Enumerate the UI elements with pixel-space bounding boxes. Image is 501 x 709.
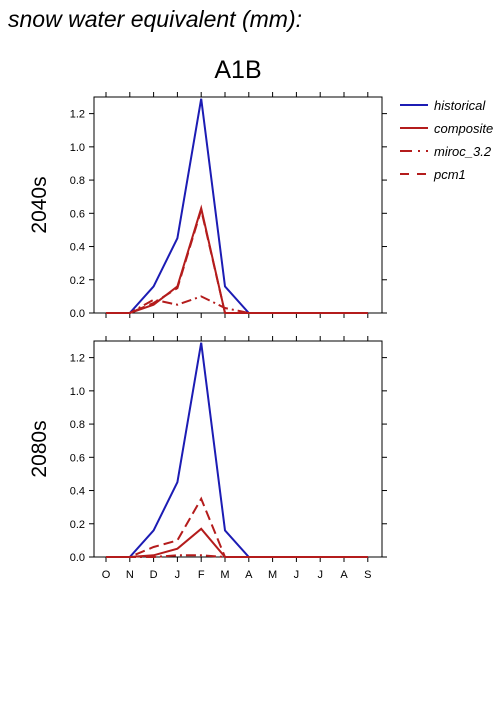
x-tick-label: S: [364, 569, 371, 581]
x-tick-label: J: [175, 569, 181, 581]
series-line-historical: [106, 342, 368, 558]
panel-2080s: 0.0 0.2 0.4 0.6 0.8 1.0 1.2 O N D J F M A M J J A S 2080s: [28, 336, 387, 581]
x-tick-label: M: [268, 569, 277, 581]
series-line-miroc-3-2: [106, 554, 368, 558]
x-tick-label: F: [198, 569, 205, 581]
y-tick-label: 1.2: [70, 353, 85, 365]
x-tick-label: O: [102, 569, 111, 581]
x-tick-label: J: [317, 569, 323, 581]
x-tick-label: A: [245, 569, 253, 581]
x-tick-label: A: [340, 569, 348, 581]
page-title: snow water equivalent (mm):: [8, 6, 302, 32]
plot-frame: [93, 96, 383, 314]
y-tick-label: 1.2: [70, 109, 85, 121]
x-tick-label: D: [150, 569, 158, 581]
y-tick-label: 0.2: [70, 275, 85, 287]
y-tick-label: 0.4: [70, 486, 85, 498]
legend-label: miroc_3.2: [434, 144, 492, 159]
y-tick-label: 0.8: [70, 419, 85, 431]
series-line-historical: [106, 98, 368, 314]
series-line-composite: [106, 204, 368, 314]
y-tick-label: 1.0: [70, 386, 85, 398]
x-tick-label: N: [126, 569, 134, 581]
legend: historical composite miroc_3.2 pcm1: [400, 98, 493, 182]
series-line-pcm1: [106, 206, 368, 314]
y-tick-label: 0.0: [70, 308, 85, 320]
legend-label: composite: [434, 121, 493, 136]
y-tick-label: 0.4: [70, 242, 85, 254]
x-tick-label: J: [294, 569, 300, 581]
y-tick-label: 0.0: [70, 552, 85, 564]
plot-frame: [93, 340, 383, 558]
panel-label: 2040s: [28, 176, 51, 233]
panel-2040s: 0.0 0.2 0.4 0.6 0.8 1.0 1.2 2040s: [28, 92, 387, 320]
x-tick-label: M: [220, 569, 229, 581]
y-tick-label: 0.8: [70, 175, 85, 187]
series-line-pcm1: [106, 496, 368, 558]
legend-label: pcm1: [433, 167, 466, 182]
scenario-title: A1B: [214, 56, 262, 84]
panel-label: 2080s: [28, 420, 51, 477]
y-tick-label: 0.2: [70, 519, 85, 531]
y-tick-label: 0.6: [70, 452, 85, 464]
legend-label: historical: [434, 98, 486, 113]
y-tick-label: 1.0: [70, 142, 85, 154]
y-tick-label: 0.6: [70, 208, 85, 220]
